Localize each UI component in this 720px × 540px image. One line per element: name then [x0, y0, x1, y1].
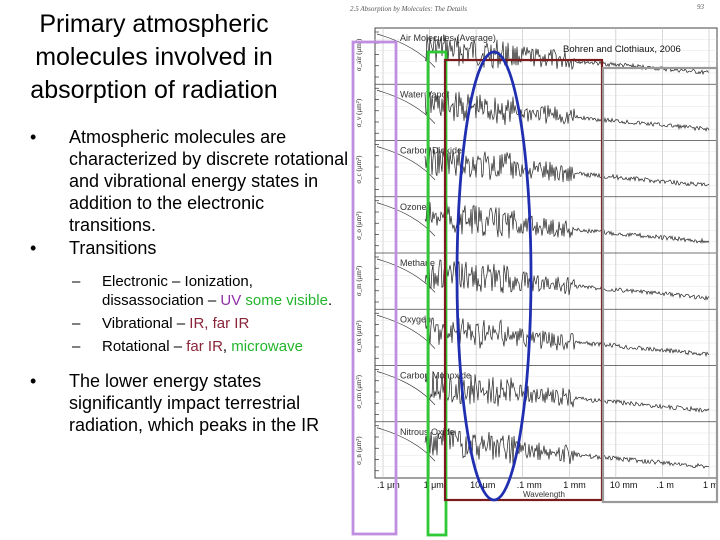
molecule-label: Ozone — [400, 202, 427, 212]
figure-page-number: 93 — [697, 3, 705, 11]
spectrum-trace — [424, 147, 710, 187]
sub-bullet-dash: – — [72, 315, 81, 332]
electronic-text: Electronic – Ionization, dissassociation… — [102, 273, 253, 309]
molecule-label: Air Molecules (Average) — [400, 33, 496, 43]
ir-region-ellipse — [455, 50, 533, 502]
uv-envelope — [376, 33, 436, 68]
slide-title: Primary atmospheric molecules involved i… — [30, 10, 278, 104]
x-tick-label: 1 μm — [424, 480, 444, 490]
y-axis-label: σ_v (μm²) — [355, 98, 363, 127]
vibrational-text: Vibrational – — [102, 315, 190, 332]
uv-envelope — [376, 89, 436, 124]
x-tick-label: 1 mm — [563, 480, 586, 490]
sub-bullet-dash: – — [72, 338, 81, 355]
x-tick-label: 1 m — [703, 480, 718, 490]
bullet-dot: • — [30, 127, 37, 147]
rotational-sep: , — [222, 338, 232, 355]
x-axis-label: Wavelength — [523, 490, 565, 499]
spectrum-trace — [424, 427, 710, 469]
figure-header: 2.5 Absorption by Molecules: The Details — [350, 5, 467, 13]
absorption-spectra-svg: 2.5 Absorption by Molecules: The Details… — [350, 3, 719, 537]
molecule-label: Oxygen — [400, 314, 431, 324]
uv-envelope — [376, 371, 436, 406]
bullet-list: • Atmospheric molecules are characterize… — [30, 126, 350, 436]
bullet-energy-states: • Atmospheric molecules are characterize… — [30, 126, 350, 236]
uv-region-box — [351, 40, 398, 536]
sub-bullet-rotational: – Rotational – far IR, microwave — [30, 337, 350, 356]
bullet-transitions-text: Transitions — [69, 238, 157, 258]
x-tick-label: 10 mm — [610, 480, 638, 490]
spectrum-trace — [424, 90, 710, 132]
citation: Bohren and Clothiaux, 2006 — [563, 44, 681, 55]
x-tick-label: .1 m — [656, 480, 674, 490]
electronic-suffix: . — [327, 292, 333, 309]
x-tick-label: 10 μm — [470, 480, 495, 490]
molecule-label: Carbon Monoxide — [400, 371, 471, 381]
sub-bullet-electronic: – Electronic – Ionization, dissassociati… — [30, 272, 350, 310]
uv-envelope — [376, 258, 436, 293]
bullet-energy-states-text: Atmospheric molecules are characterized … — [69, 127, 349, 235]
y-axis-label: σ_cm (μm²) — [355, 374, 363, 408]
y-axis-label: σ_m (μm²) — [355, 265, 363, 296]
uv-envelope — [376, 427, 436, 462]
bullet-dot: • — [30, 238, 37, 258]
uv-envelope — [376, 202, 436, 237]
bullet-transitions: • Transitions — [30, 237, 350, 259]
far-ir-highlight: far IR — [186, 338, 223, 355]
microwave-highlight: microwave — [231, 338, 303, 355]
sub-bullet-dash: – — [72, 273, 81, 290]
y-axis-label: σ_air (μm²) — [355, 38, 363, 71]
ir-highlight: IR, far IR — [189, 315, 250, 332]
visible-region-box — [426, 50, 448, 537]
bullet-dot: • — [30, 371, 37, 391]
uv-envelope — [376, 314, 436, 349]
spectrum-trace — [424, 202, 710, 244]
y-axis-label: σ_o (μm²) — [355, 211, 363, 240]
y-axis-label: σ_ox (μm²) — [355, 320, 363, 353]
sub-bullet-vibrational: – Vibrational – IR, far IR — [30, 314, 350, 333]
spectrum-trace — [424, 315, 710, 358]
y-axis-label: σ_n (μm²) — [355, 436, 363, 465]
bullet-terrestrial-text: The lower energy states significantly im… — [69, 371, 320, 435]
x-tick-label: .1 μm — [377, 480, 400, 490]
uv-highlight: UV — [220, 292, 242, 309]
y-axis-label: σ_c (μm²) — [355, 155, 363, 184]
spectrum-trace — [424, 259, 710, 301]
uv-envelope — [376, 146, 436, 181]
molecule-label: Methane — [400, 258, 435, 268]
microwave-region-box — [601, 66, 719, 504]
absorption-figure: 2.5 Absorption by Molecules: The Details… — [345, 0, 720, 540]
spectrum-trace — [424, 371, 710, 413]
x-tick-label: .1 mm — [517, 480, 542, 490]
bullet-terrestrial: • The lower energy states significantly … — [30, 370, 350, 436]
visible-highlight: some visible — [245, 292, 328, 309]
rotational-text: Rotational – — [102, 338, 187, 355]
